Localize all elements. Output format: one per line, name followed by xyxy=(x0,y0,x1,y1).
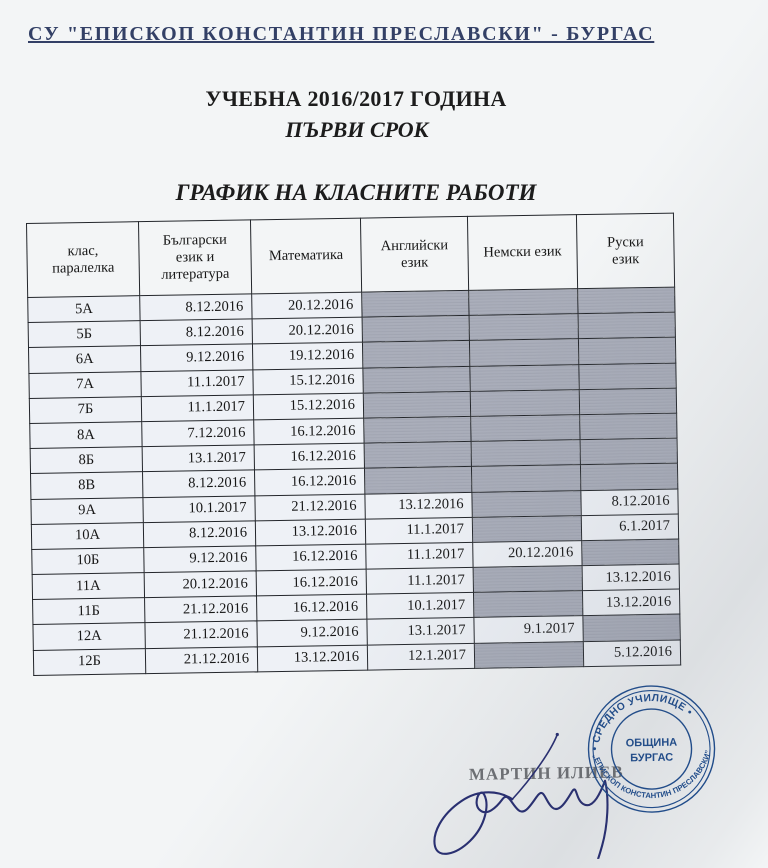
svg-text:ОБЩИНА: ОБЩИНА xyxy=(626,737,678,750)
svg-text:БУРГАС: БУРГАС xyxy=(630,752,673,765)
